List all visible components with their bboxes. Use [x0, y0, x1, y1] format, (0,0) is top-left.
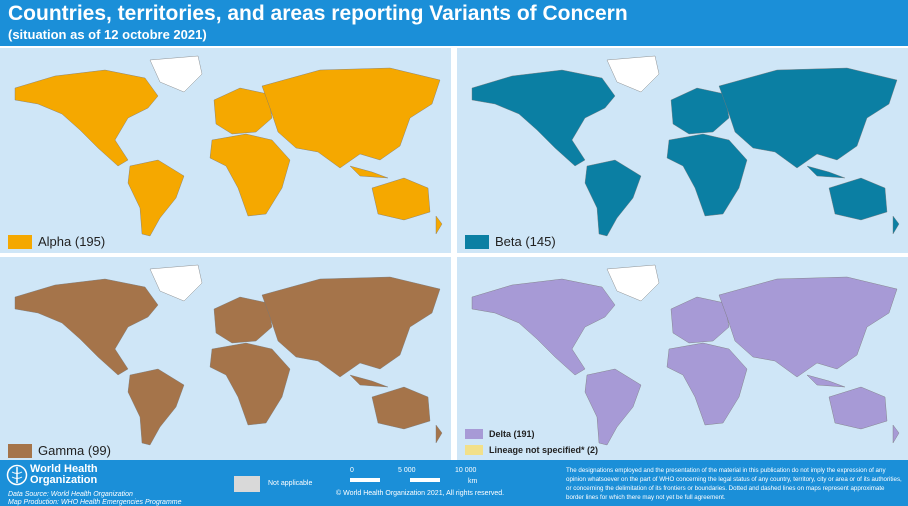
land	[666, 133, 748, 217]
organization: World Health Organization	[30, 463, 98, 486]
land	[718, 276, 898, 378]
greenland	[149, 264, 203, 302]
legend-swatch	[465, 234, 489, 249]
legend-item: Lineage not specified* (2)	[465, 445, 598, 455]
disclaimer: The designations employed and the presen…	[566, 467, 902, 501]
map	[471, 264, 900, 446]
map-panel: Alpha (195)	[0, 48, 451, 253]
scale-label: 5 000	[398, 467, 416, 474]
land	[435, 215, 443, 235]
scale-label: 10 000	[455, 467, 477, 474]
legend-label: Gamma (99)	[38, 443, 111, 458]
title: Countries, territories, and areas report…	[8, 2, 628, 25]
land	[666, 342, 748, 426]
land	[14, 278, 159, 376]
map-panel: Gamma (99)	[0, 257, 451, 462]
map	[14, 55, 443, 237]
land	[213, 87, 273, 135]
land	[670, 87, 730, 135]
land	[213, 296, 273, 344]
land	[14, 69, 159, 167]
land	[261, 276, 441, 378]
land	[371, 386, 431, 430]
land	[349, 165, 389, 179]
legend-label: Lineage not specified* (2)	[489, 445, 599, 455]
legend-item: Delta (191)	[465, 429, 535, 439]
legend-item: Gamma (99)	[8, 443, 111, 458]
land	[670, 296, 730, 344]
legend-swatch	[8, 443, 32, 458]
map	[14, 264, 443, 446]
legend-swatch	[465, 445, 483, 455]
data-source: Data Source: World Health Organization	[8, 491, 133, 498]
land	[806, 374, 846, 388]
land	[892, 424, 900, 444]
map-production: Map Production: WHO Health Emergencies P…	[8, 499, 182, 506]
who-logo	[6, 464, 28, 486]
greenland	[606, 264, 660, 302]
map-panel: Beta (145)	[457, 48, 908, 253]
greenland	[149, 55, 203, 93]
land	[471, 278, 616, 376]
land	[828, 386, 888, 430]
scale-bar	[350, 478, 470, 482]
scale-label: 0	[350, 467, 354, 474]
land	[209, 342, 291, 426]
land	[209, 133, 291, 217]
land	[261, 67, 441, 169]
greenland	[606, 55, 660, 93]
land	[584, 159, 642, 237]
header: Countries, territories, and areas report…	[0, 0, 908, 46]
legend-swatch	[465, 429, 483, 439]
land	[718, 67, 898, 169]
subtitle: (situation as of 12 octobre 2021)	[8, 27, 207, 42]
map-panel: Delta (191) Lineage not specified* (2)	[457, 257, 908, 462]
map	[471, 55, 900, 237]
land	[349, 374, 389, 388]
land	[892, 215, 900, 235]
land	[435, 424, 443, 444]
legend-item: Alpha (195)	[8, 234, 105, 249]
land	[127, 368, 185, 446]
land	[127, 159, 185, 237]
legend-label: Alpha (195)	[38, 234, 106, 249]
land	[806, 165, 846, 179]
land	[471, 69, 616, 167]
land	[371, 177, 431, 221]
land	[584, 368, 642, 446]
legend-swatch	[8, 234, 32, 249]
not-applicable: Not applicable	[268, 480, 313, 487]
scale-unit: km	[468, 478, 478, 485]
legend-label: Delta (191)	[489, 429, 535, 439]
legend-label: Beta (145)	[495, 234, 556, 249]
land	[828, 177, 888, 221]
legend-item: Beta (145)	[465, 234, 556, 249]
footer: World Health Organization Data Source: W…	[0, 460, 908, 506]
not-applicable-swatch	[234, 476, 260, 492]
copyright: © World Health Organization 2021, All ri…	[336, 490, 505, 497]
